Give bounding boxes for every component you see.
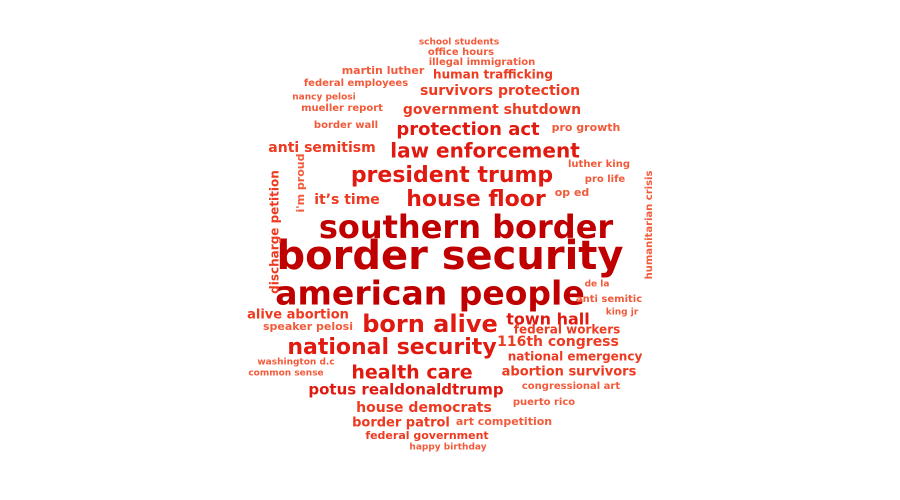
word-house-democrats: house democrats [356,400,492,416]
word-federal-employees: federal employees [304,78,408,89]
word-mueller-report: mueller report [301,103,383,114]
word-speaker-pelosi: speaker pelosi [263,320,353,333]
word-pro-growth: pro growth [552,121,621,134]
word-born-alive: born alive [362,310,498,338]
word-health-care: health care [351,362,472,384]
word-anti-semitism: anti semitism [268,140,375,156]
word-border-patrol: border patrol [352,416,450,431]
word-alive-abortion: alive abortion [247,308,349,323]
word-illegal-immigration: illegal immigration [429,57,536,68]
word-federal-government: federal government [365,429,488,442]
word-anti-semitic: anti semitic [576,294,642,305]
word-border-wall: border wall [314,120,378,131]
word-king-jr: king jr [606,308,639,318]
word-martin-luther: martin luther [342,64,425,77]
word-american-people: american people [275,274,584,313]
word-nancy-pelosi: nancy pelosi [292,93,355,103]
word-humanitarian-crisis: humanitarian crisis [644,171,655,280]
word-border-security: border security [276,233,623,279]
word-washington-d-c: washington d.c [257,358,334,368]
word-national-emergency: national emergency [508,350,643,364]
word-school-students: school students [419,38,499,48]
word-town-hall: town hall [506,310,590,329]
word-art-competition: art competition [456,415,552,428]
word-president-trump: president trump [351,163,553,188]
word-abortion-survivors: abortion survivors [502,365,637,380]
word-116th-congress: 116th congress [497,334,619,350]
word-human-trafficking: human trafficking [433,68,553,82]
word-southern-border: southern border [319,208,614,246]
word-happy-birthday: happy birthday [409,443,486,453]
word-national-security: national security [287,335,496,360]
word-common-sense: common sense [248,369,323,379]
word-pro-life: pro life [585,174,626,185]
word-de-la: de la [585,280,610,290]
word-protection-act: protection act [396,119,540,140]
word-congressional-art: congressional art [522,381,620,392]
word-puerto-rico: puerto rico [513,397,575,408]
word-government-shutdown: government shutdown [403,102,581,118]
word-law-enforcement: law enforcement [390,139,580,163]
word-federal-workers: federal workers [514,323,621,337]
word-potus-realdonaldtrump: potus realdonaldtrump [308,381,503,399]
word-survivors-protection: survivors protection [420,83,580,99]
word-office-hours: office hours [428,47,494,58]
word-i-m-proud: i'm proud [294,154,307,213]
word-house-floor: house floor [406,187,546,212]
word-discharge-petition: discharge petition [268,170,282,294]
word-it-s-time: it’s time [314,192,380,208]
word-op-ed: op ed [555,186,590,199]
word-luther-king: luther king [568,159,630,170]
